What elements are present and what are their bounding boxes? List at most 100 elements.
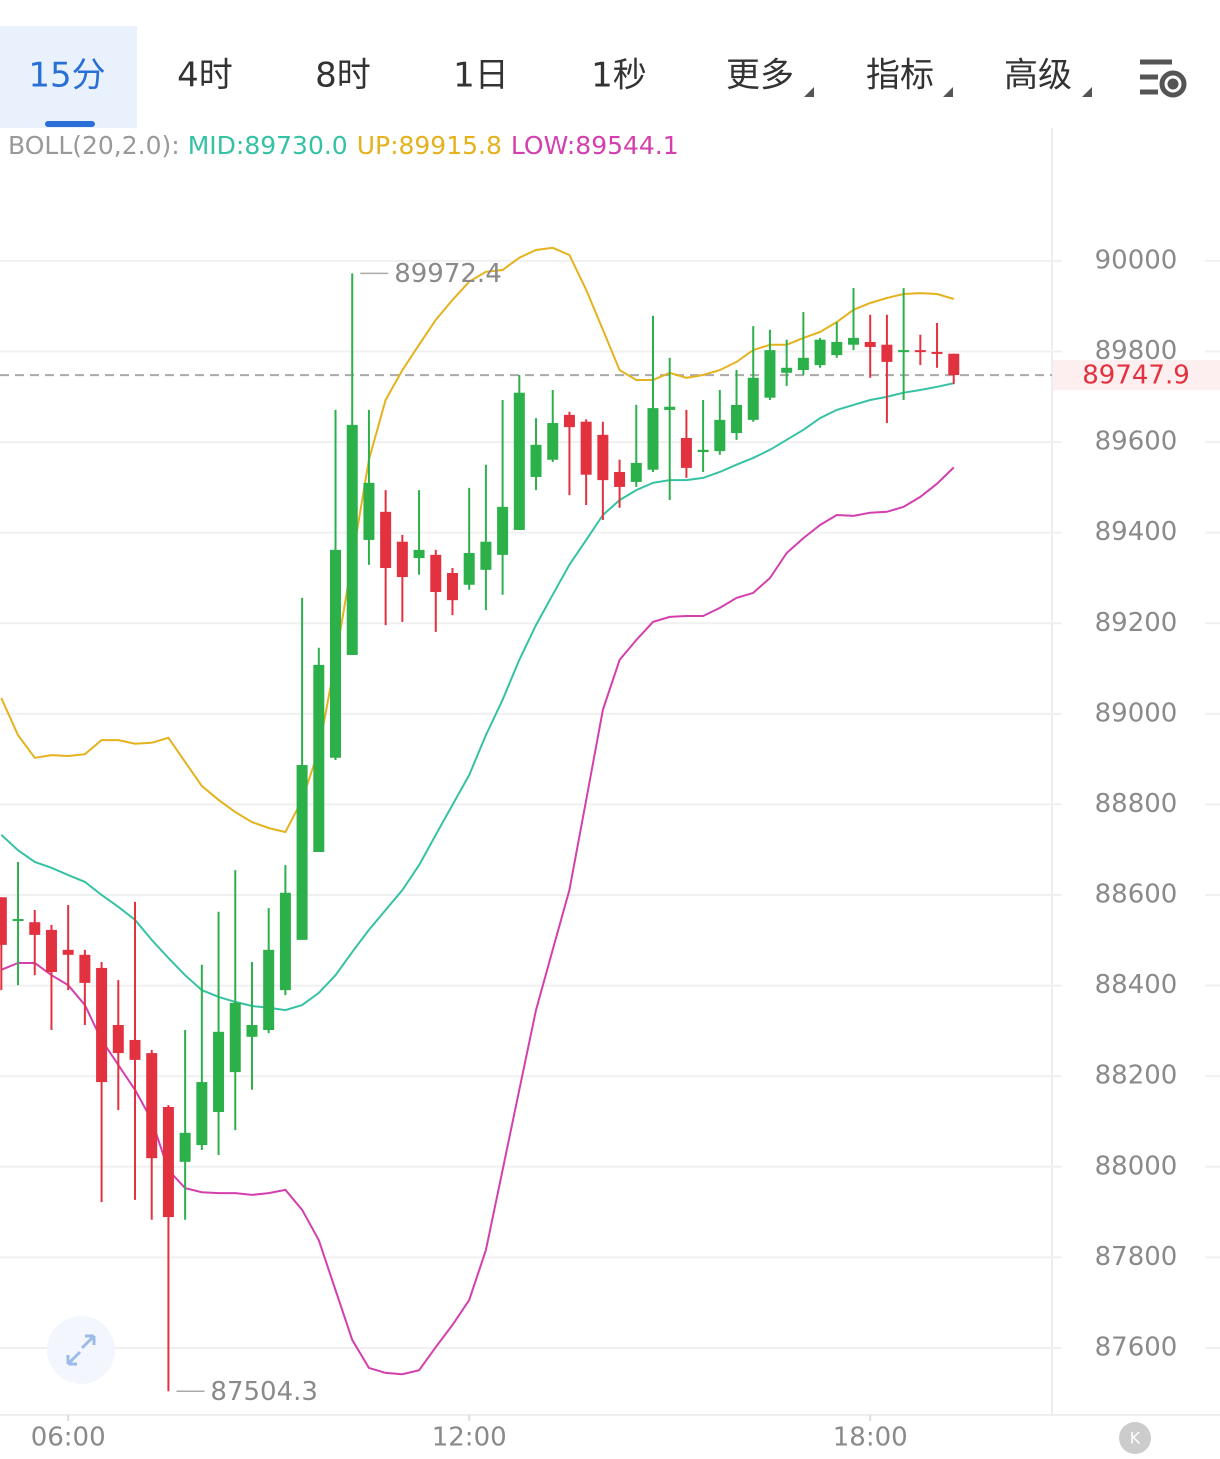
candle-body	[680, 438, 692, 468]
low-label: 87504.3	[210, 1377, 318, 1407]
candle-body	[847, 337, 859, 345]
candle-body	[463, 553, 475, 585]
last-price-box	[1053, 360, 1220, 391]
candle-body	[614, 471, 626, 487]
y-tick-label: 87800	[1095, 1242, 1178, 1272]
tab[interactable]: 指标	[866, 56, 934, 96]
candle-body	[781, 367, 793, 373]
candle-body	[45, 929, 57, 973]
tab[interactable]: 8时	[315, 56, 371, 96]
candle-body	[112, 1025, 124, 1054]
last-price-label: 89747.9	[1082, 361, 1190, 391]
tab[interactable]: 1秒	[591, 56, 647, 96]
dropdown-arrow	[943, 87, 953, 97]
candle-body	[580, 421, 592, 475]
y-tick-label: 88600	[1095, 880, 1178, 910]
candle-body	[0, 897, 7, 945]
high-label: 89972.4	[394, 259, 502, 289]
candle-body	[914, 350, 926, 353]
candle-body	[162, 1106, 174, 1218]
candle-body	[246, 1025, 258, 1037]
candle-body	[263, 949, 275, 1030]
candle-body	[296, 765, 308, 940]
candle-body	[597, 434, 609, 481]
candle-body	[179, 1132, 191, 1162]
candle-body	[96, 967, 108, 1083]
k-icon: K	[1130, 1429, 1141, 1448]
dropdown-arrow	[1082, 87, 1092, 97]
zoom-button[interactable]	[47, 1316, 115, 1384]
candle-body	[530, 444, 542, 477]
candle-body	[797, 357, 809, 371]
candle-body	[213, 1031, 225, 1112]
tab[interactable]: 更多	[726, 56, 794, 96]
x-tick-label: 06:00	[31, 1423, 106, 1453]
x-tick-label: 18:00	[833, 1423, 908, 1453]
y-tick-label: 88800	[1095, 789, 1178, 819]
tab[interactable]: 高级	[1004, 56, 1072, 96]
tab[interactable]: 15分	[28, 56, 105, 96]
candle-body	[279, 892, 291, 991]
y-tick-label: 88400	[1095, 970, 1178, 1000]
candle-body	[831, 341, 843, 356]
candle-body	[647, 408, 659, 470]
y-tick-label: 90000	[1095, 245, 1178, 275]
y-tick-label: 87600	[1095, 1332, 1178, 1362]
tab[interactable]: 1日	[453, 56, 509, 96]
candle-body	[881, 344, 893, 362]
boll-line	[0, 466, 955, 1376]
candle-body	[229, 1002, 241, 1073]
candle-body	[480, 541, 492, 570]
k-button[interactable]	[1119, 1422, 1151, 1454]
y-tick-label: 88200	[1095, 1061, 1178, 1091]
legend-entry: LOW:89544.1	[511, 131, 679, 160]
candle-body	[12, 919, 24, 922]
candle-body	[430, 554, 442, 593]
legend-entry: MID:89730.0	[188, 131, 348, 160]
candle-body	[630, 462, 642, 482]
tab-indicator	[45, 121, 95, 127]
candle-body	[814, 339, 826, 366]
zoom-icon	[66, 1334, 96, 1366]
candle-body	[948, 353, 960, 376]
y-tick-label: 89600	[1095, 427, 1178, 457]
candle-body	[731, 404, 743, 434]
y-tick-label: 88000	[1095, 1151, 1178, 1181]
candle-body	[62, 949, 74, 955]
candle-body	[764, 350, 776, 398]
candle-body	[697, 449, 709, 453]
indicator-label: BOLL(20,2.0):	[8, 131, 180, 160]
candle-body	[446, 572, 458, 601]
tab[interactable]: 4时	[177, 56, 233, 96]
candle-body	[346, 424, 358, 655]
boll-line	[0, 382, 955, 1012]
candle-body	[664, 406, 676, 410]
candle-body	[330, 549, 342, 758]
candle-body	[747, 377, 759, 420]
y-tick-label: 89400	[1095, 517, 1178, 547]
candle-body	[313, 664, 325, 852]
candle-body	[363, 482, 375, 540]
candle-body	[497, 506, 509, 555]
candle-body	[29, 922, 41, 935]
candle-body	[714, 419, 726, 452]
candle-body	[563, 414, 575, 428]
candle-body	[380, 511, 392, 568]
candle-body	[864, 341, 876, 347]
candle-body	[146, 1053, 158, 1159]
dropdown-arrow	[804, 87, 814, 97]
candle-body	[898, 350, 910, 353]
y-tick-label: 89200	[1095, 608, 1178, 638]
y-tick-label: 89000	[1095, 698, 1178, 728]
candle-body	[513, 392, 525, 530]
x-tick-label: 12:00	[432, 1423, 507, 1453]
settings-icon[interactable]	[1140, 59, 1187, 98]
candle-body	[129, 1039, 141, 1060]
selected-tab-bg	[0, 26, 137, 128]
candle-body	[396, 541, 408, 578]
boll-line	[0, 246, 955, 834]
candle-body	[196, 1082, 208, 1146]
candle-body	[547, 423, 559, 460]
